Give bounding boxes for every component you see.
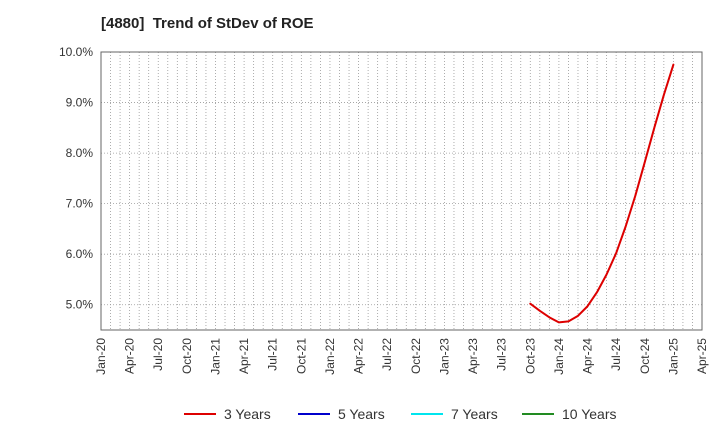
x-tick-label: Jul-23 bbox=[495, 338, 509, 371]
chart-title: [4880] Trend of StDev of ROE bbox=[101, 15, 314, 32]
x-tick-label: Apr-24 bbox=[581, 338, 595, 374]
x-tick-label: Jan-20 bbox=[94, 338, 108, 375]
x-tick-label: Apr-25 bbox=[695, 338, 709, 374]
x-tick-label: Oct-24 bbox=[638, 338, 652, 374]
legend-label: 10 Years bbox=[562, 406, 617, 422]
legend-label: 7 Years bbox=[451, 406, 498, 422]
y-tick-label: 7.0% bbox=[66, 197, 94, 211]
y-tick-label: 6.0% bbox=[66, 247, 94, 261]
x-tick-label: Jan-24 bbox=[552, 338, 566, 375]
x-tick-label: Jul-22 bbox=[380, 338, 394, 371]
x-tick-label: Jan-25 bbox=[666, 338, 680, 375]
x-tick-label: Jul-21 bbox=[266, 338, 280, 371]
x-tick-label: Jul-20 bbox=[151, 338, 165, 371]
x-tick-label: Apr-22 bbox=[352, 338, 366, 374]
plot-area bbox=[101, 52, 702, 330]
y-tick-label: 8.0% bbox=[66, 146, 94, 160]
y-tick-label: 10.0% bbox=[59, 45, 93, 59]
plot-border bbox=[100, 51, 703, 331]
x-tick-label: Oct-21 bbox=[294, 338, 308, 374]
x-tick-label: Oct-20 bbox=[180, 338, 194, 374]
x-tick-label: Jan-23 bbox=[437, 338, 451, 375]
x-tick-label: Jul-24 bbox=[609, 338, 623, 371]
x-tick-label: Oct-23 bbox=[523, 338, 537, 374]
x-tick-label: Jan-22 bbox=[323, 338, 337, 375]
x-tick-label: Apr-20 bbox=[123, 338, 137, 374]
x-tick-label: Oct-22 bbox=[409, 338, 423, 374]
x-tick-label: Jan-21 bbox=[208, 338, 222, 375]
x-tick-label: Apr-21 bbox=[237, 338, 251, 374]
x-tick-label: Apr-23 bbox=[466, 338, 480, 374]
y-tick-label: 5.0% bbox=[66, 298, 94, 312]
legend-label: 5 Years bbox=[338, 406, 385, 422]
legend-label: 3 Years bbox=[224, 406, 271, 422]
y-tick-label: 9.0% bbox=[66, 96, 94, 110]
series-line bbox=[529, 63, 675, 324]
